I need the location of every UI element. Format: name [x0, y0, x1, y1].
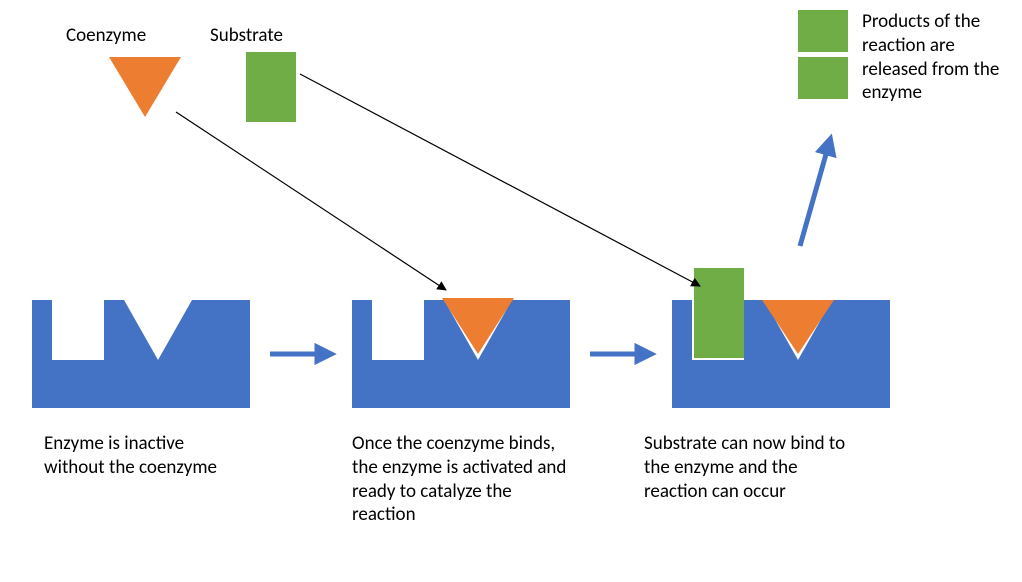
coenzyme-legend-shape	[109, 57, 181, 117]
arrow-products-release	[800, 140, 830, 246]
coenzyme-bound-step2	[442, 298, 514, 354]
enzyme-step2	[352, 300, 570, 408]
product-piece-2	[798, 57, 848, 99]
substrate-legend-shape	[246, 52, 296, 122]
arrow-substrate-to-enzyme	[300, 74, 700, 286]
coenzyme-legend-label: Coenzyme	[66, 24, 146, 48]
arrow-coenzyme-to-enzyme	[176, 112, 446, 290]
step3-caption: Substrate can now bind to the enzyme and…	[644, 432, 854, 503]
substrate-legend-label: Substrate	[210, 24, 283, 48]
products-caption: Products of the reaction are released fr…	[862, 10, 1012, 105]
product-piece-1	[798, 10, 848, 52]
step2-caption: Once the coenzyme binds, the enzyme is a…	[352, 432, 572, 527]
enzyme-step3	[672, 300, 890, 408]
substrate-bound-step3	[694, 268, 744, 358]
coenzyme-bound-step3	[762, 300, 834, 354]
enzyme-step1	[32, 300, 250, 408]
step1-caption: Enzyme is inactive without the coenzyme	[44, 432, 244, 480]
